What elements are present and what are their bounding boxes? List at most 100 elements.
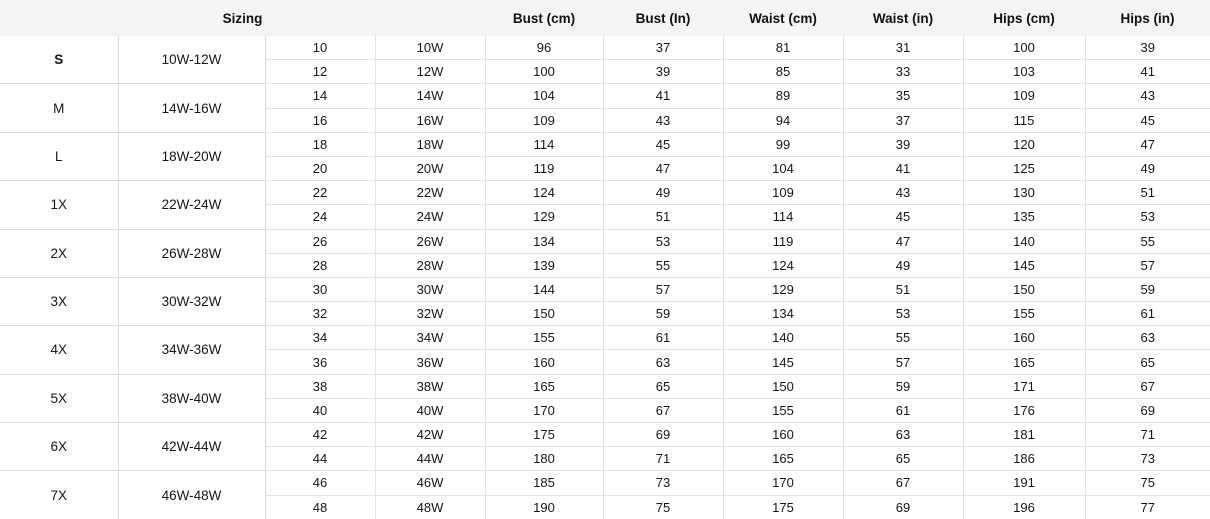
cell-hips-in: 67 [1085,373,1210,399]
column-header-waist-in: Waist (in) [843,0,963,36]
table-row: 36 36W 160 63 145 57 165 65 [0,349,1210,375]
cell-size-label: 3X [0,276,119,326]
cell-bust-cm: 175 [485,421,604,447]
cell-waist-cm: 170 [723,470,844,496]
cell-waist-cm: 150 [723,373,844,399]
cell-hips-cm: 125 [963,155,1086,181]
cell-size-label: S [0,36,119,84]
table-row: S 10W-12W 10 10W 96 37 81 31 100 39 [0,36,1210,84]
header-row: Sizing Bust (cm) Bust (In) Waist (cm) Wa… [0,0,1210,36]
cell-size-label: 2X [0,228,119,278]
cell-waist-in: 55 [843,325,964,350]
cell-waist-in: 45 [843,204,964,229]
cell-waist-in: 53 [843,301,964,326]
cell-hips-cm: 160 [963,325,1086,350]
cell-size-number: 38 [265,373,376,399]
cell-waist-cm: 160 [723,421,844,447]
column-header-bust-cm: Bust (cm) [485,0,603,36]
table-row: 24 24W 129 51 114 45 135 53 [0,204,1210,229]
cell-bust-in: 37 [603,36,724,60]
cell-bust-cm: 104 [485,83,604,109]
cell-waist-in: 41 [843,155,964,181]
cell-size-range: 22W-24W [118,180,266,229]
cell-waist-cm: 134 [723,301,844,326]
cell-hips-in: 65 [1085,349,1210,375]
cell-hips-cm: 145 [963,252,1086,278]
cell-waist-in: 61 [843,397,964,423]
cell-bust-in: 41 [603,83,724,109]
cell-hips-cm: 186 [963,446,1086,471]
table-row: L 18W-20W 18 18W 114 45 99 39 120 47 [0,131,1210,181]
table-row: 3X 30W-32W 30 30W 144 57 129 51 150 59 [0,276,1210,326]
cell-hips-in: 45 [1085,107,1210,133]
cell-waist-in: 35 [843,83,964,109]
cell-size-range: 42W-44W [118,421,266,471]
cell-size-number-w: 18W [375,131,486,157]
cell-hips-cm: 100 [963,36,1086,60]
cell-size-label: 6X [0,421,119,471]
cell-size-number-w: 32W [375,301,486,326]
cell-size-number: 24 [265,204,376,229]
cell-hips-in: 43 [1085,83,1210,109]
cell-size-number: 42 [265,421,376,447]
cell-hips-in: 75 [1085,470,1210,496]
column-header-waist-cm: Waist (cm) [723,0,843,36]
cell-size-number-w: 16W [375,107,486,133]
table-row: 32 32W 150 59 134 53 155 61 [0,301,1210,326]
cell-size-label: M [0,83,119,133]
cell-bust-cm: 170 [485,397,604,423]
cell-size-number-w: 46W [375,470,486,496]
cell-hips-in: 61 [1085,301,1210,326]
table-row: 1X 22W-24W 22 22W 124 49 109 43 130 51 [0,180,1210,229]
cell-size-label: L [0,131,119,181]
cell-bust-in: 43 [603,107,724,133]
cell-bust-in: 71 [603,446,724,471]
cell-hips-in: 59 [1085,276,1210,302]
cell-bust-cm: 150 [485,301,604,326]
cell-bust-in: 51 [603,204,724,229]
column-header-sizing: Sizing [0,0,485,36]
cell-hips-in: 69 [1085,397,1210,423]
cell-hips-in: 71 [1085,421,1210,447]
cell-size-number: 28 [265,252,376,278]
cell-bust-in: 55 [603,252,724,278]
cell-hips-cm: 140 [963,228,1086,254]
column-header-hips-in: Hips (in) [1085,0,1210,36]
table-body: S 10W-12W 10 10W 96 37 81 31 100 39 12 12W 100 39 85 33… [0,36,1210,519]
cell-waist-in: 33 [843,59,964,84]
table-row: 5X 38W-40W 38 38W 165 65 150 59 171 67 [0,373,1210,423]
cell-waist-in: 67 [843,470,964,496]
cell-size-number-w: 28W [375,252,486,278]
cell-size-range: 10W-12W [118,36,266,84]
cell-waist-in: 49 [843,252,964,278]
cell-bust-in: 73 [603,470,724,496]
cell-hips-in: 73 [1085,446,1210,471]
cell-size-number-w: 24W [375,204,486,229]
cell-size-number: 22 [265,180,376,205]
cell-size-number-w: 30W [375,276,486,302]
cell-waist-cm: 109 [723,180,844,205]
cell-size-label: 7X [0,470,119,519]
cell-hips-cm: 109 [963,83,1086,109]
cell-size-number-w: 40W [375,397,486,423]
cell-size-number: 20 [265,155,376,181]
cell-size-number: 10 [265,36,376,60]
cell-bust-in: 53 [603,228,724,254]
cell-bust-cm: 96 [485,36,604,60]
cell-waist-cm: 145 [723,349,844,375]
table-row: 12 12W 100 39 85 33 103 41 [0,59,1210,84]
cell-waist-in: 43 [843,180,964,205]
cell-size-number: 26 [265,228,376,254]
cell-hips-cm: 130 [963,180,1086,205]
cell-size-number-w: 44W [375,446,486,471]
cell-bust-in: 47 [603,155,724,181]
cell-waist-in: 63 [843,421,964,447]
cell-bust-cm: 109 [485,107,604,133]
cell-bust-cm: 119 [485,155,604,181]
cell-size-number: 32 [265,301,376,326]
cell-hips-cm: 181 [963,421,1086,447]
cell-hips-in: 51 [1085,180,1210,205]
cell-size-number-w: 14W [375,83,486,109]
table-row: 40 40W 170 67 155 61 176 69 [0,397,1210,423]
column-header-bust-in: Bust (In) [603,0,723,36]
